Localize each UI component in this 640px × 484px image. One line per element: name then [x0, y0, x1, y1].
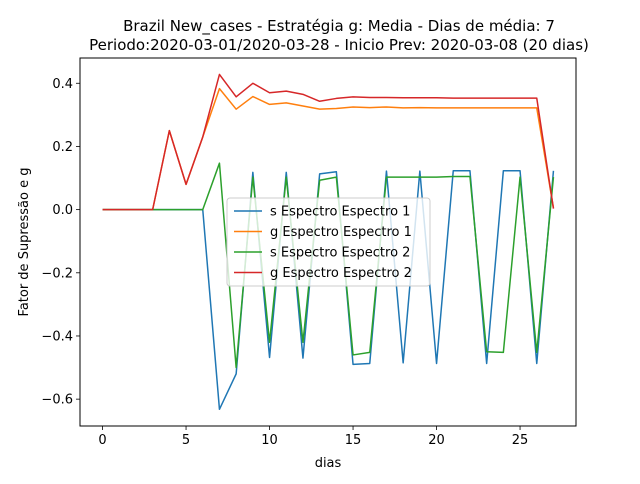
x-tick-label: 20 — [428, 433, 445, 448]
x-tick-label: 10 — [261, 433, 278, 448]
y-axis-ticks: −0.6 −0.4 −0.2 0.0 0.2 0.4 — [41, 77, 80, 408]
series-layer — [102, 73, 555, 411]
legend-box — [226, 197, 431, 287]
y-tick-label: 0.2 — [52, 140, 73, 155]
x-tick-label: 15 — [345, 433, 362, 448]
x-tick-label: 5 — [182, 433, 190, 448]
legend-label-4: g Espectro Espectro 2 — [270, 266, 412, 281]
chart-title-line1: Brazil New_cases - Estratégia g: Media -… — [123, 17, 555, 36]
plot-area-frame — [79, 57, 577, 427]
x-axis-ticks: 0 5 10 15 20 25 — [98, 426, 528, 448]
x-tick-label: 25 — [512, 433, 529, 448]
x-axis-label: dias — [315, 456, 342, 471]
x-tick-label: 0 — [98, 433, 106, 448]
legend: s Espectro Espectro 1 g Espectro Espectro… — [226, 197, 431, 287]
y-tick-label: −0.6 — [41, 393, 73, 408]
chart-title-line2: Periodo:2020-03-01/2020-03-28 - Inicio P… — [89, 36, 589, 54]
series-line-3 — [102, 162, 555, 369]
y-tick-label: −0.2 — [41, 266, 73, 281]
legend-label-3: s Espectro Espectro 2 — [270, 246, 410, 261]
y-axis-label: Fator de Supressão e g — [17, 168, 32, 317]
y-tick-label: 0.4 — [52, 77, 73, 92]
y-tick-label: −0.4 — [41, 329, 73, 344]
y-tick-label: 0.0 — [52, 203, 73, 218]
legend-label-1: s Espectro Espectro 1 — [270, 205, 410, 220]
legend-label-2: g Espectro Espectro 1 — [270, 225, 412, 240]
series-line-4 — [102, 73, 555, 211]
